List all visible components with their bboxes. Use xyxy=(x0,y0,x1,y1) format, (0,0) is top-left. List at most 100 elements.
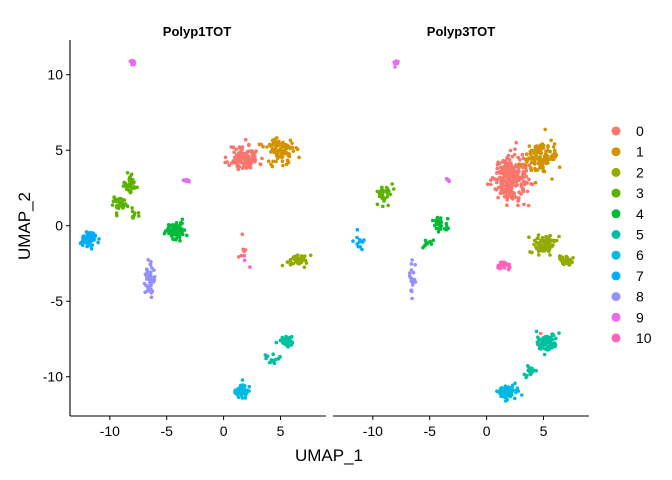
data-point-cluster-7 xyxy=(355,227,360,232)
data-point-cluster-3 xyxy=(380,196,385,200)
data-point-cluster-0 xyxy=(245,154,249,159)
data-point-cluster-1 xyxy=(540,165,545,170)
data-point-cluster-0 xyxy=(509,186,514,191)
data-point-cluster-7 xyxy=(89,246,94,251)
data-point-cluster-1 xyxy=(535,168,540,172)
data-point-cluster-5 xyxy=(542,352,547,357)
data-point-cluster-8 xyxy=(149,283,153,288)
data-point-cluster-10 xyxy=(505,262,510,267)
data-point-cluster-0 xyxy=(252,151,257,156)
data-point-cluster-8 xyxy=(410,283,415,287)
data-point-cluster-0 xyxy=(517,178,521,183)
data-point-cluster-9 xyxy=(445,177,450,181)
data-point-cluster-0 xyxy=(246,161,250,166)
data-point-cluster-0 xyxy=(225,160,230,164)
legend-label-10: 10 xyxy=(636,330,652,346)
data-point-cluster-0 xyxy=(231,145,236,150)
legend-label-9: 9 xyxy=(636,309,644,325)
data-point-cluster-1 xyxy=(557,165,562,169)
data-point-cluster-0 xyxy=(234,159,238,163)
data-point-cluster-8 xyxy=(152,275,157,279)
data-point-cluster-1 xyxy=(529,166,533,170)
data-point-cluster-5 xyxy=(290,340,294,344)
data-point-cluster-5 xyxy=(550,332,554,337)
data-point-cluster-0 xyxy=(498,175,502,180)
data-point-cluster-8 xyxy=(413,280,418,284)
data-point-cluster-0 xyxy=(247,142,251,147)
data-point-cluster-6 xyxy=(495,389,499,394)
data-point-cluster-0 xyxy=(502,195,507,199)
data-point-cluster-1 xyxy=(294,146,299,150)
data-point-cluster-4 xyxy=(180,217,185,222)
data-point-cluster-8 xyxy=(149,287,153,291)
data-point-cluster-4 xyxy=(428,240,432,244)
data-point-cluster-4 xyxy=(434,226,439,231)
data-point-cluster-0 xyxy=(526,203,531,208)
data-point-cluster-0 xyxy=(505,166,510,171)
data-point-cluster-2 xyxy=(534,240,539,245)
data-point-cluster-6 xyxy=(520,393,524,397)
data-point-cluster-0 xyxy=(525,189,530,194)
data-point-cluster-3 xyxy=(375,189,380,194)
data-point-cluster-1 xyxy=(517,162,521,166)
data-point-cluster-3 xyxy=(136,211,141,215)
data-point-cluster-3 xyxy=(121,184,126,188)
data-point-cluster-4 xyxy=(178,232,182,236)
data-point-cluster-0 xyxy=(232,150,236,155)
data-point-cluster-7 xyxy=(78,241,83,245)
data-point-cluster-4 xyxy=(437,219,442,223)
legend-key-3 xyxy=(611,188,621,198)
data-point-cluster-0 xyxy=(510,174,514,178)
data-point-cluster-2 xyxy=(537,253,541,257)
data-point-cluster-0 xyxy=(238,153,242,157)
y-tick-label: -5 xyxy=(51,293,64,309)
x-tick-label: -5 xyxy=(423,423,436,439)
legend-label-3: 3 xyxy=(636,185,644,201)
data-point-cluster-8 xyxy=(152,268,156,272)
data-point-cluster-0 xyxy=(234,147,239,152)
data-point-cluster-4 xyxy=(182,228,187,232)
data-point-cluster-1 xyxy=(281,163,285,168)
y-axis-title: UMAP_2 xyxy=(15,192,34,260)
data-point-cluster-0 xyxy=(505,185,509,189)
data-point-cluster-0 xyxy=(501,178,506,182)
data-point-cluster-6 xyxy=(516,389,521,393)
legend-key-9 xyxy=(611,312,621,322)
data-point-cluster-3 xyxy=(110,203,115,207)
data-point-cluster-2 xyxy=(552,239,556,244)
data-point-cluster-3 xyxy=(137,214,141,218)
data-point-cluster-1 xyxy=(287,145,292,150)
data-point-cluster-1 xyxy=(257,142,262,147)
data-point-cluster-7 xyxy=(355,235,359,240)
y-tick-label: 0 xyxy=(55,218,63,234)
data-point-cluster-5 xyxy=(271,352,276,357)
data-point-cluster-5 xyxy=(546,345,551,350)
data-point-cluster-2 xyxy=(291,261,296,266)
data-point-cluster-0 xyxy=(501,158,506,163)
data-point-cluster-4 xyxy=(165,228,169,233)
data-point-cluster-8 xyxy=(149,295,154,300)
data-point-cluster-0 xyxy=(236,166,240,170)
data-point-cluster-1 xyxy=(528,152,533,156)
data-point-cluster-5 xyxy=(525,373,529,378)
legend-key-8 xyxy=(611,292,621,302)
data-point-cluster-0 xyxy=(507,174,511,178)
data-point-cluster-6 xyxy=(240,385,245,390)
data-point-cluster-1 xyxy=(270,164,275,169)
data-point-cluster-6 xyxy=(240,378,245,382)
data-point-cluster-8 xyxy=(409,288,413,293)
data-point-cluster-5 xyxy=(282,337,287,342)
data-point-cluster-1 xyxy=(549,154,554,158)
data-point-cluster-4 xyxy=(423,238,428,243)
facet-title-polyp1tot: Polyp1TOT xyxy=(163,24,231,39)
data-point-cluster-7 xyxy=(97,237,101,241)
data-point-cluster-0 xyxy=(513,174,517,179)
data-point-cluster-2 xyxy=(280,263,285,268)
data-point-cluster-5 xyxy=(550,341,554,346)
data-point-cluster-1 xyxy=(525,159,529,163)
data-point-cluster-8 xyxy=(145,288,150,293)
data-point-cluster-3 xyxy=(128,181,133,185)
x-tick-labels: -10 -5 0 5 -10 -5 0 5 xyxy=(100,416,548,439)
data-point-cluster-9 xyxy=(393,62,398,66)
data-point-cluster-6 xyxy=(503,399,508,403)
